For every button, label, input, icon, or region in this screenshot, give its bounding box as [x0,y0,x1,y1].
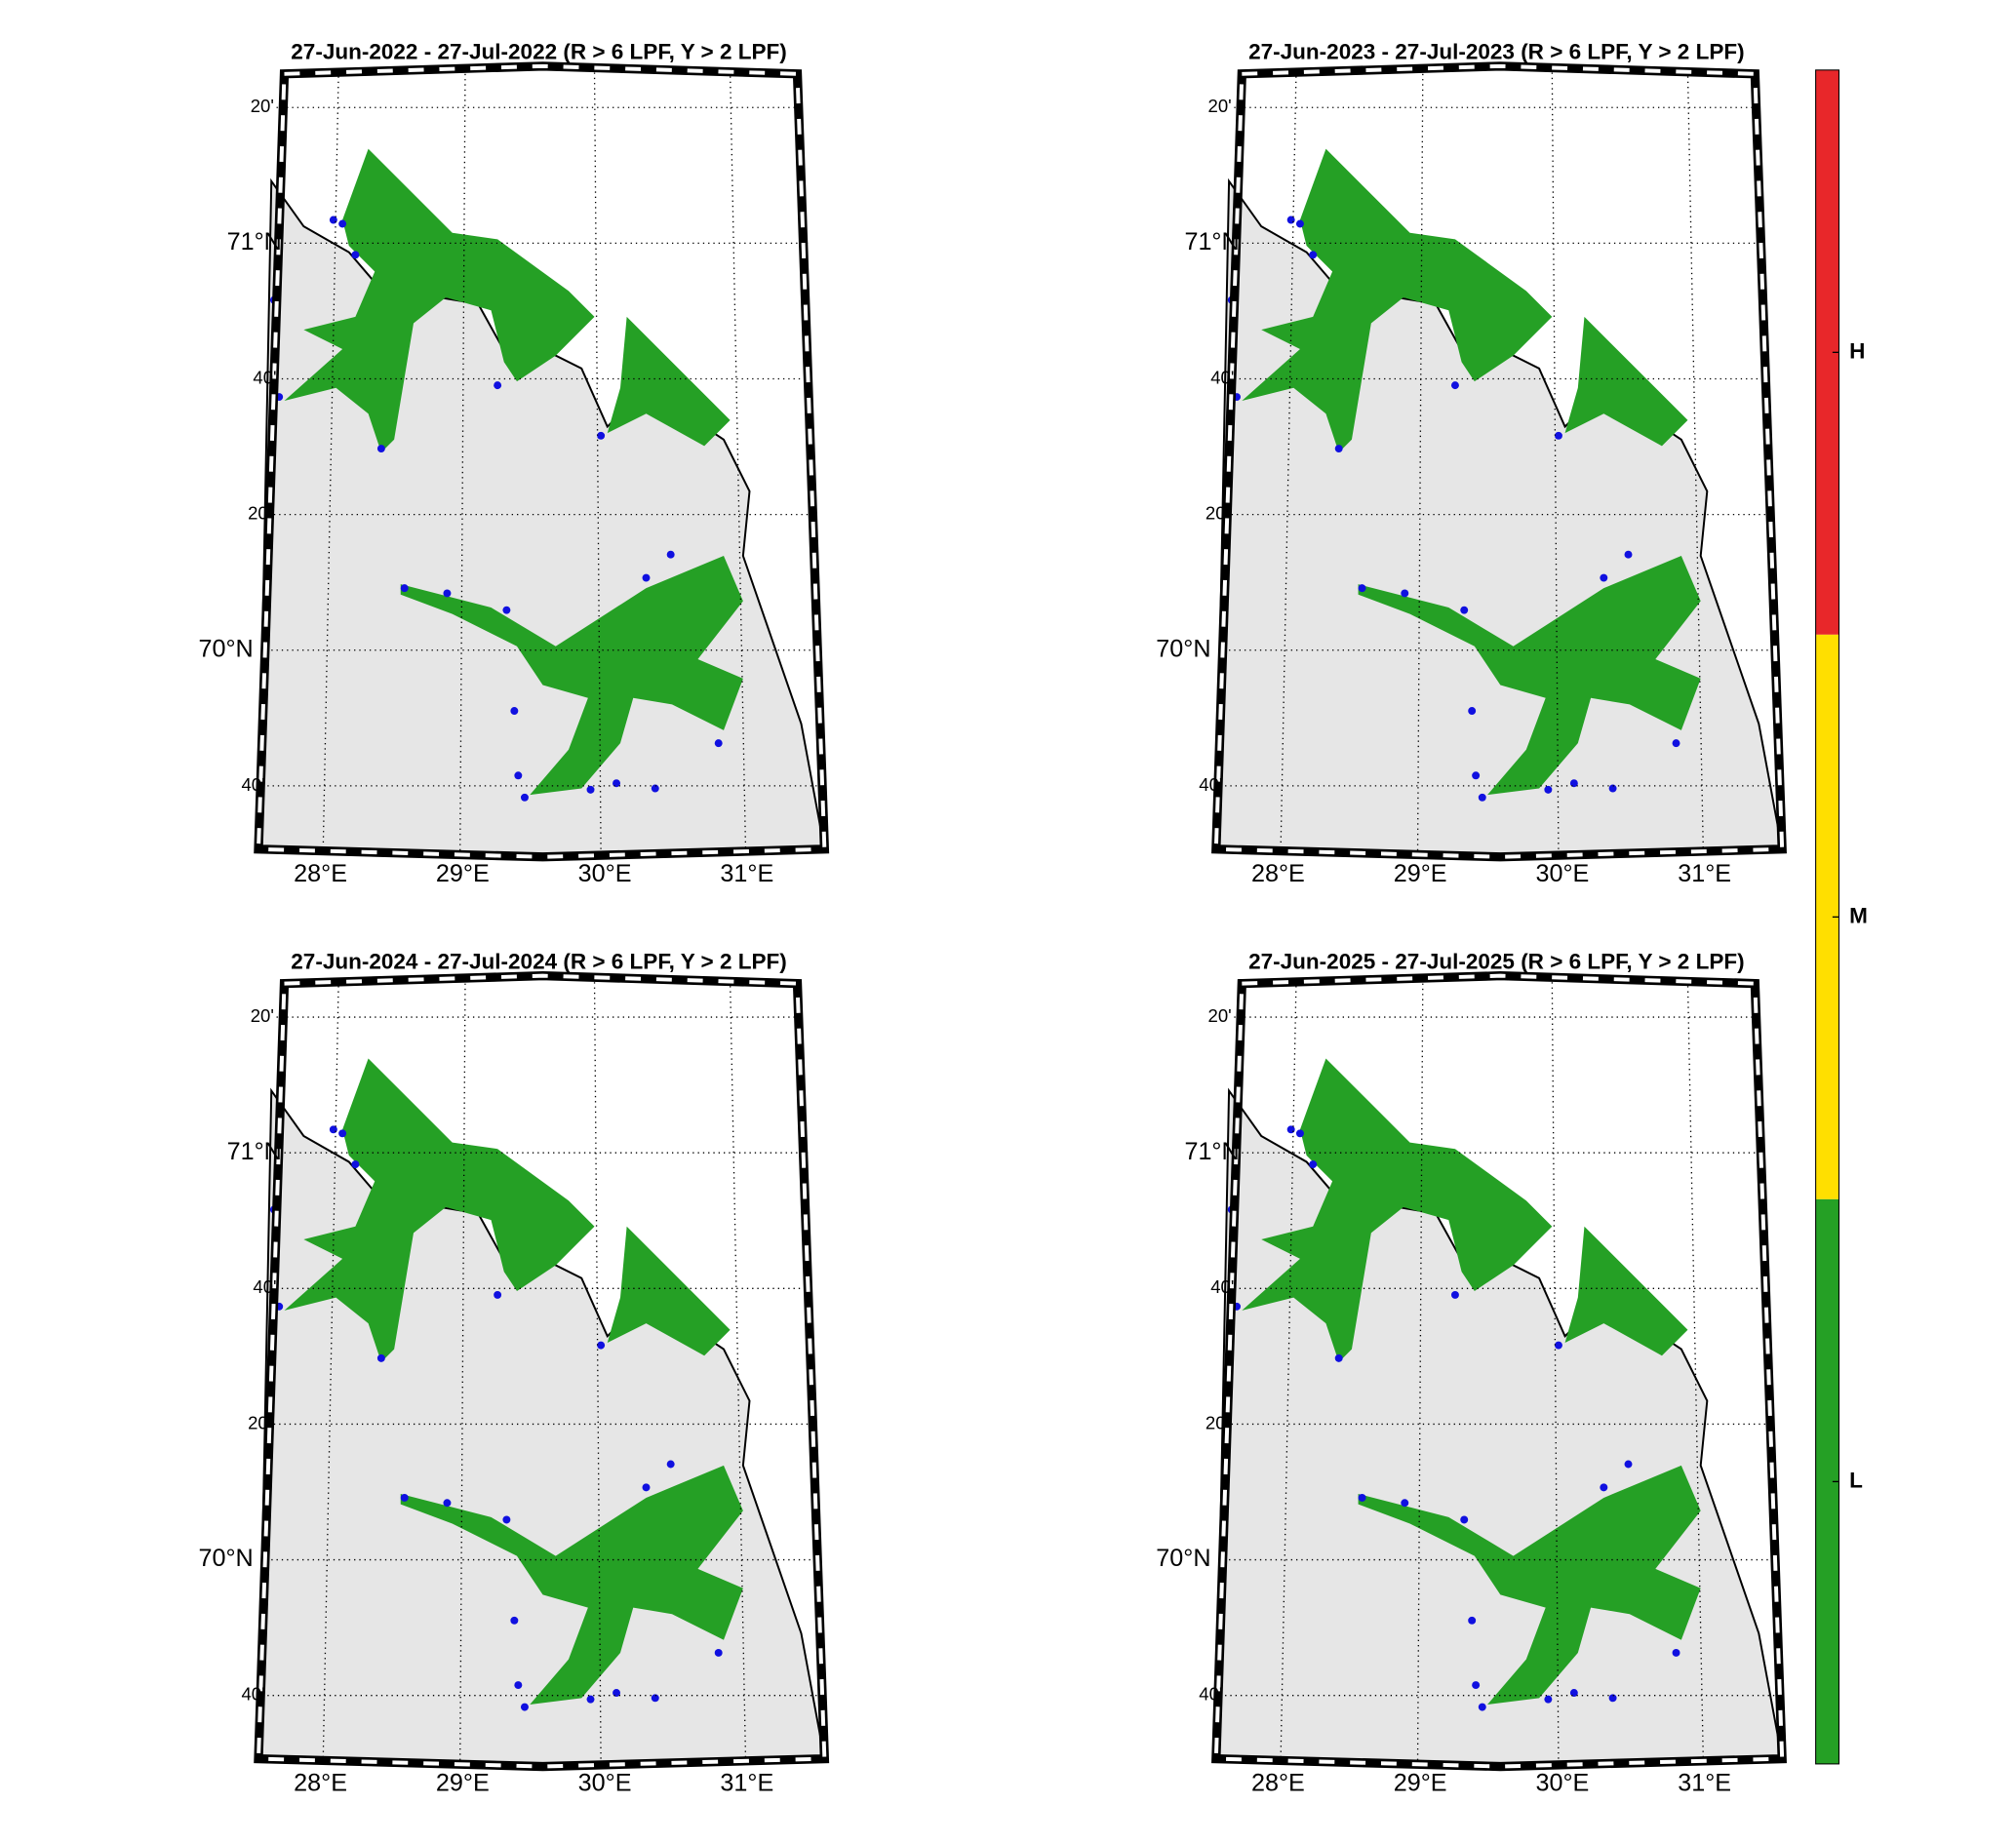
map-panel: 27-Jun-2025 - 27-Jul-2025 (R > 6 LPF, Y … [1156,949,1782,1797]
latitude-label: 20' [251,96,274,116]
longitude-label: 29°E [436,860,490,887]
panel-title: 27-Jun-2024 - 27-Jul-2024 (R > 6 LPF, Y … [291,949,786,973]
longitude-label: 31°E [1678,1770,1731,1797]
colorbar-frame [1815,69,1840,1765]
longitude-label: 30°E [578,1770,632,1797]
colorbar-label: H [1849,338,1865,363]
longitude-label: 28°E [294,860,347,887]
latitude-label: 71°N [227,1138,282,1165]
latitude-label: 71°N [1184,1138,1239,1165]
colorbar-label: M [1849,903,1868,927]
colorbar-segment [1815,634,1839,1199]
latitude-label: 40' [241,774,264,795]
latitude-label: 40' [253,367,276,387]
panel-title: 27-Jun-2023 - 27-Jul-2023 (R > 6 LPF, Y … [1248,40,1744,64]
map [258,66,824,857]
colorbar-label: L [1849,1468,1863,1492]
longitude-label: 29°E [1394,1770,1447,1797]
latitude-label: 20' [248,503,271,524]
longitude-label: 31°E [1678,860,1731,887]
longitude-label: 30°E [578,860,632,887]
latitude-label: 70°N [1156,1545,1210,1572]
longitude-label: 31°E [720,1770,773,1797]
longitude-label: 28°E [1251,1770,1305,1797]
latitude-label: 40' [1199,1684,1222,1705]
longitude-label: 31°E [720,860,773,887]
map-panel: 27-Jun-2023 - 27-Jul-2023 (R > 6 LPF, Y … [1156,40,1782,887]
map-panel: 27-Jun-2022 - 27-Jul-2022 (R > 6 LPF, Y … [198,40,824,887]
latitude-label: 20' [1206,503,1229,524]
longitude-label: 28°E [294,1770,347,1797]
map [258,976,824,1767]
latitude-label: 70°N [198,1545,253,1572]
map [1216,66,1782,857]
latitude-label: 20' [1208,96,1232,116]
latitude-label: 40' [1210,1276,1234,1297]
longitude-label: 28°E [1251,860,1305,887]
longitude-label: 30°E [1536,1770,1590,1797]
longitude-label: 30°E [1536,860,1590,887]
latitude-label: 40' [1210,367,1234,387]
map-panel: 27-Jun-2024 - 27-Jul-2024 (R > 6 LPF, Y … [198,949,824,1797]
latitude-label: 71°N [227,228,282,255]
latitude-label: 71°N [1184,228,1239,255]
latitude-label: 20' [248,1412,271,1432]
latitude-label: 70°N [1156,635,1210,662]
latitude-label: 40' [253,1276,276,1297]
latitude-label: 70°N [198,635,253,662]
longitude-label: 29°E [1394,860,1447,887]
map [1216,976,1782,1767]
latitude-label: 20' [1206,1412,1229,1432]
latitude-label: 20' [1208,1005,1232,1026]
latitude-label: 20' [251,1005,274,1026]
latitude-label: 40' [1199,774,1222,795]
colorbar-segment [1815,69,1839,635]
colorbar-segment [1815,1198,1839,1764]
panel-title: 27-Jun-2025 - 27-Jul-2025 (R > 6 LPF, Y … [1248,949,1744,973]
panel-title: 27-Jun-2022 - 27-Jul-2022 (R > 6 LPF, Y … [291,40,786,64]
latitude-label: 40' [241,1684,264,1705]
longitude-label: 29°E [436,1770,490,1797]
